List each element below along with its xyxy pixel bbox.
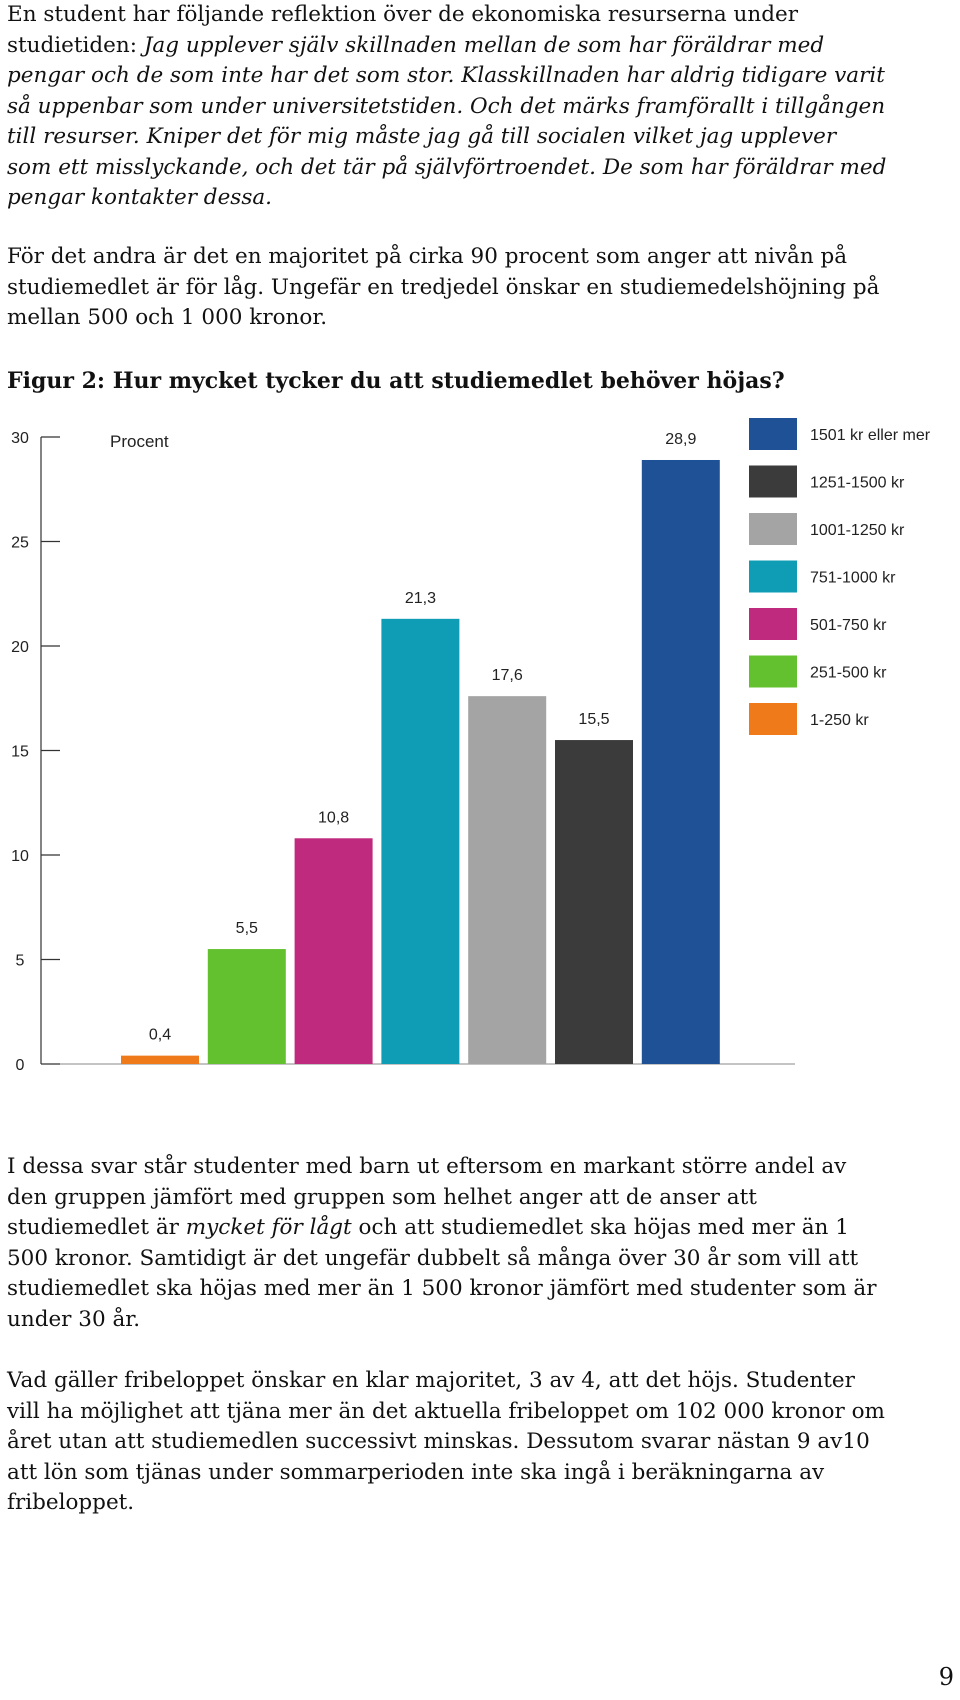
legend-swatch bbox=[749, 608, 797, 640]
y-tick-label: 15 bbox=[11, 744, 29, 761]
bar-value-label: 28,9 bbox=[665, 431, 696, 448]
legend-label: 1001-1250 kr bbox=[810, 522, 905, 539]
legend-swatch bbox=[749, 465, 797, 498]
bar bbox=[641, 459, 720, 1064]
legend: 1501 kr eller mer 1251-1500 kr 1001-1250 k… bbox=[749, 418, 931, 735]
bar-value-label: 5,5 bbox=[236, 920, 258, 937]
bars: 0,4 5,5 10,8 21,3 17,6 15,5 28,9 bbox=[121, 431, 720, 1064]
y-tick-label: 0 bbox=[16, 1057, 25, 1074]
bar-chart: 0 5 10 15 20 25 30 Procent 0,4 5,5 10,8 21,3 17,6 15… bbox=[11, 418, 931, 1074]
student-quote: Jag upplever själv skillnaden mellan de … bbox=[7, 32, 887, 211]
y-tick-label: 20 bbox=[11, 639, 29, 656]
bar bbox=[121, 1055, 199, 1064]
paragraph-majority: För det andra är det en majoritet på cir… bbox=[7, 244, 880, 330]
legend-swatch bbox=[749, 703, 797, 735]
bar bbox=[555, 740, 633, 1064]
bar-value-label: 17,6 bbox=[492, 667, 523, 684]
page-number: 9 bbox=[938, 1663, 954, 1691]
y-tick-label: 25 bbox=[11, 535, 29, 552]
para3-after: och att studiemedlet ska höjas med mer ä… bbox=[7, 1215, 877, 1332]
bar-value-label: 0,4 bbox=[149, 1027, 171, 1044]
legend-label: 501-750 kr bbox=[810, 617, 887, 634]
bar bbox=[207, 949, 286, 1064]
y-axis-label: Procent bbox=[110, 432, 169, 451]
legend-label: 1501 kr eller mer bbox=[810, 427, 931, 444]
y-tick-label: 5 bbox=[16, 953, 25, 970]
legend-label: 1-250 kr bbox=[810, 712, 869, 729]
bar-value-label: 21,3 bbox=[405, 590, 436, 607]
para3-before: I dessa svar står studenter med barn ut … bbox=[7, 1154, 847, 1240]
bar bbox=[294, 838, 373, 1064]
para3-emphasis: mycket för lågt bbox=[185, 1215, 352, 1240]
legend-label: 251-500 kr bbox=[810, 665, 887, 682]
paragraph-fribelopp: Vad gäller fribeloppet önskar en klar ma… bbox=[7, 1368, 885, 1515]
y-tick-label: 10 bbox=[11, 848, 29, 865]
legend-label: 1251-1500 kr bbox=[810, 475, 905, 492]
legend-swatch bbox=[749, 418, 797, 450]
bar-value-label: 15,5 bbox=[578, 711, 609, 728]
intro-lead: En student har följande reflektion över … bbox=[7, 2, 799, 58]
legend-swatch bbox=[749, 655, 797, 688]
y-tick-label: 30 bbox=[11, 430, 29, 447]
legend-swatch bbox=[749, 560, 797, 593]
bar-value-label: 10,8 bbox=[318, 809, 349, 826]
bar bbox=[468, 696, 547, 1064]
y-axis: 0 5 10 15 20 25 30 Procent bbox=[11, 430, 795, 1074]
paragraph-students-with-children: I dessa svar står studenter med barn ut … bbox=[7, 1152, 887, 1335]
intro-paragraph: En student har följande reflektion över … bbox=[7, 0, 887, 214]
legend-label: 751-1000 kr bbox=[810, 570, 896, 587]
bar bbox=[381, 618, 460, 1064]
figure-title: Figur 2: Hur mycket tycker du att studie… bbox=[7, 368, 785, 394]
legend-swatch bbox=[749, 513, 797, 545]
